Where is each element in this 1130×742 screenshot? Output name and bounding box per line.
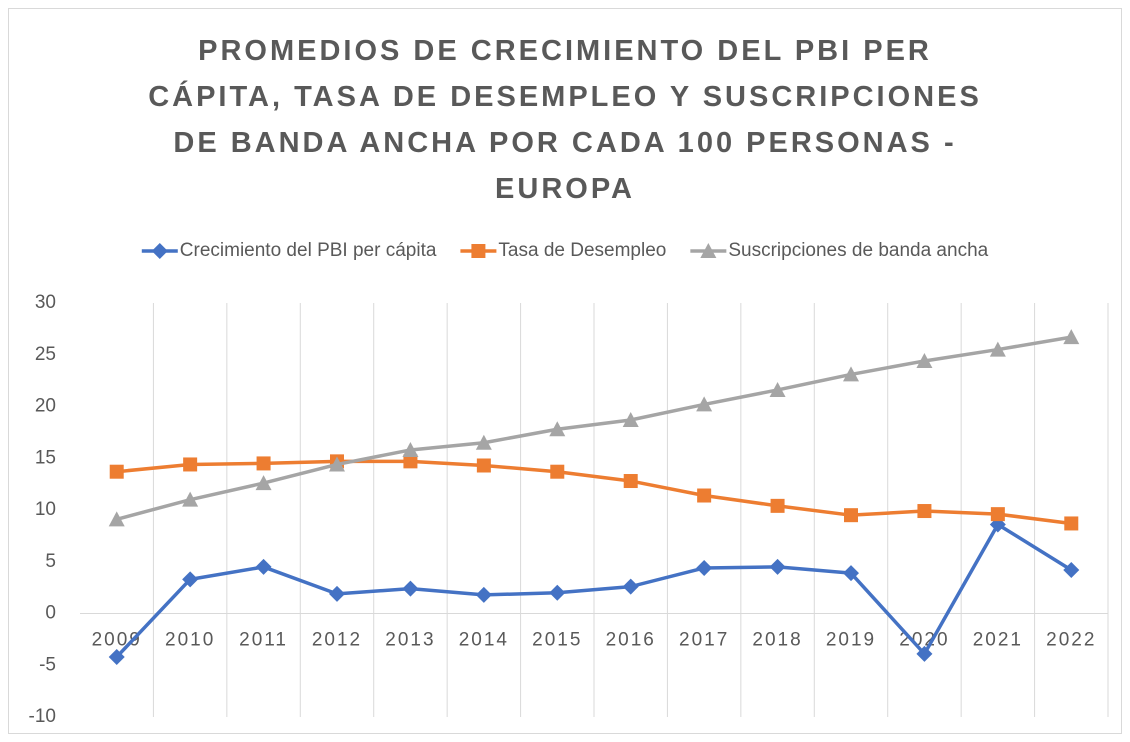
- marker: [403, 454, 418, 469]
- x-tick-label: 2013: [385, 630, 435, 651]
- marker: [770, 498, 785, 513]
- marker: [769, 381, 786, 397]
- marker: [108, 648, 125, 665]
- y-tick-label: 15: [35, 447, 56, 468]
- marker: [476, 458, 491, 473]
- marker: [1063, 562, 1080, 579]
- marker: [700, 243, 717, 258]
- marker: [843, 366, 859, 382]
- marker: [623, 474, 638, 489]
- y-tick-label: 10: [35, 499, 56, 520]
- series-line: [116, 459, 1072, 526]
- legend-label: Crecimiento del PBI per cápita: [180, 240, 437, 261]
- x-tick-label: 2019: [826, 630, 876, 651]
- marker: [255, 558, 272, 575]
- y-tick-label: 5: [45, 551, 56, 572]
- x-tick-label: 2014: [459, 630, 509, 651]
- marker: [475, 586, 492, 603]
- marker: [151, 243, 168, 259]
- x-tick-label: 2022: [1046, 630, 1096, 651]
- y-tick-label: -5: [39, 654, 56, 675]
- legend: Crecimiento del PBI per cápita Tasa de De…: [141, 240, 989, 261]
- marker: [990, 507, 1005, 522]
- marker: [696, 396, 713, 412]
- marker: [471, 244, 486, 258]
- marker: [844, 508, 858, 523]
- y-tick-label: 0: [45, 603, 56, 624]
- marker: [843, 565, 859, 582]
- chart-border: [8, 8, 1122, 734]
- marker: [696, 559, 713, 576]
- x-tick-label: 2010: [165, 630, 215, 651]
- marker: [916, 352, 933, 368]
- marker: [182, 491, 199, 507]
- x-tick-label: 2015: [532, 630, 582, 651]
- x-tick-label: 2021: [973, 630, 1023, 651]
- marker: [622, 411, 639, 427]
- marker: [402, 441, 419, 457]
- x-tick-label: 2018: [752, 630, 802, 651]
- x-tick-label: 2016: [606, 630, 656, 651]
- chart-title: PROMEDIOS DE CRECIMIENTO DEL PBI PER CÁP…: [148, 35, 982, 205]
- marker: [697, 488, 712, 503]
- marker: [549, 584, 566, 601]
- marker: [329, 585, 345, 602]
- marker: [916, 645, 933, 662]
- marker: [256, 456, 271, 471]
- marker: [1064, 516, 1079, 531]
- y-tick-label: 20: [35, 396, 56, 417]
- marker: [622, 578, 639, 595]
- marker: [989, 341, 1006, 357]
- marker: [1063, 329, 1080, 345]
- marker: [182, 571, 199, 588]
- series-line: [115, 522, 1073, 659]
- marker: [255, 475, 272, 491]
- x-tick-label: 2012: [312, 630, 362, 651]
- marker: [549, 421, 566, 437]
- legend-label: Suscripciones de banda ancha: [728, 240, 988, 261]
- marker: [475, 434, 492, 450]
- y-tick-label: -10: [29, 706, 56, 727]
- marker: [108, 511, 125, 527]
- marker: [550, 464, 565, 479]
- marker: [769, 558, 786, 575]
- marker: [917, 504, 932, 519]
- marker: [183, 457, 198, 472]
- y-tick-label: 25: [35, 344, 56, 365]
- x-tick-label: 2011: [239, 630, 288, 651]
- marker: [109, 464, 124, 479]
- series-line: [116, 335, 1072, 522]
- marker: [329, 456, 345, 472]
- marker: [402, 580, 419, 597]
- y-tick-label: 30: [35, 292, 56, 313]
- x-tick-label: 2017: [679, 630, 729, 651]
- legend-label: Tasa de Desempleo: [498, 240, 666, 261]
